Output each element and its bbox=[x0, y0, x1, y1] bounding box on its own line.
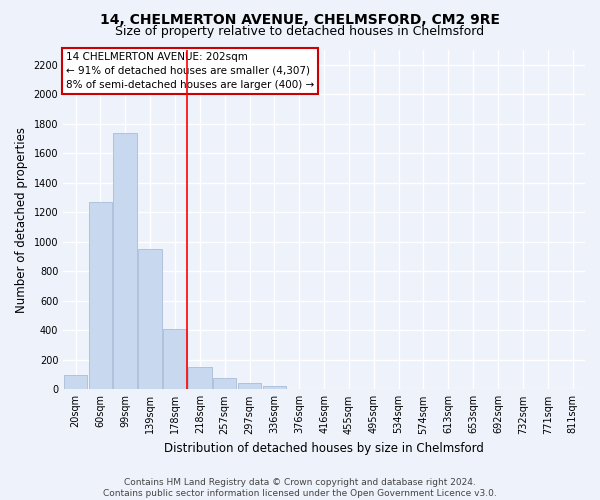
Bar bbox=[263, 386, 286, 390]
Bar bbox=[213, 378, 236, 390]
Bar bbox=[188, 367, 212, 390]
Bar bbox=[163, 329, 187, 390]
Bar bbox=[89, 202, 112, 390]
Text: 14, CHELMERTON AVENUE, CHELMSFORD, CM2 9RE: 14, CHELMERTON AVENUE, CHELMSFORD, CM2 9… bbox=[100, 12, 500, 26]
Text: Contains HM Land Registry data © Crown copyright and database right 2024.
Contai: Contains HM Land Registry data © Crown c… bbox=[103, 478, 497, 498]
Bar bbox=[113, 132, 137, 390]
Bar bbox=[238, 384, 262, 390]
Text: Size of property relative to detached houses in Chelmsford: Size of property relative to detached ho… bbox=[115, 25, 485, 38]
X-axis label: Distribution of detached houses by size in Chelmsford: Distribution of detached houses by size … bbox=[164, 442, 484, 455]
Bar bbox=[139, 249, 162, 390]
Text: 14 CHELMERTON AVENUE: 202sqm
← 91% of detached houses are smaller (4,307)
8% of : 14 CHELMERTON AVENUE: 202sqm ← 91% of de… bbox=[66, 52, 314, 90]
Bar bbox=[64, 374, 88, 390]
Y-axis label: Number of detached properties: Number of detached properties bbox=[15, 126, 28, 312]
